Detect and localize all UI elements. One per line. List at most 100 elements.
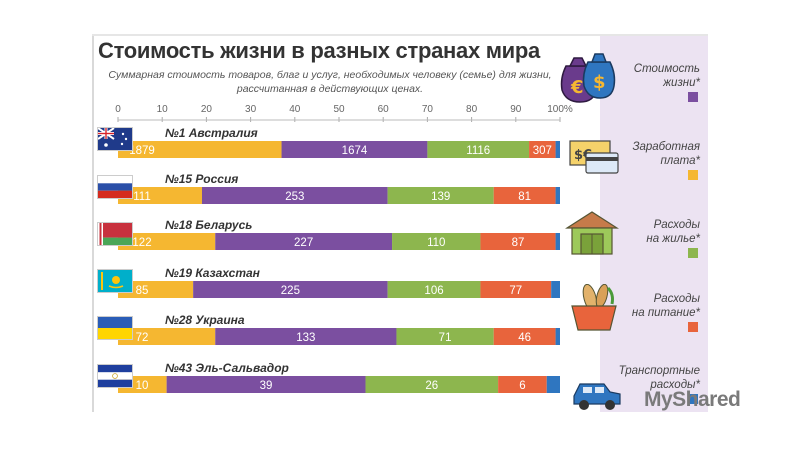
money-bags-icon: € $ <box>558 48 618 109</box>
groceries-icon <box>568 283 620 337</box>
bar-segment <box>215 328 397 345</box>
data-label: 307 <box>533 145 552 157</box>
belarus-flag-icon <box>97 222 133 246</box>
bar-segment <box>118 328 216 345</box>
bar-segment <box>555 141 560 158</box>
x-tick-label: 50 <box>333 104 345 115</box>
legend-swatch-cost-of-living <box>688 92 698 102</box>
data-label: 81 <box>518 191 531 203</box>
bar-segment <box>215 233 393 250</box>
subtitle-line-2: рассчитанная в действующих ценах. <box>236 83 424 95</box>
data-label: 39 <box>260 380 273 392</box>
house-icon <box>564 208 620 263</box>
bar-segment <box>555 328 560 345</box>
legend-label-transport: Транспортные расходы* <box>618 365 700 391</box>
data-label: 1879 <box>129 145 155 157</box>
bar-segment <box>118 187 202 204</box>
data-label: 6 <box>519 380 525 392</box>
x-tick-label: 0 <box>115 104 121 115</box>
bar-segment <box>118 141 282 158</box>
category-label: №1 Австралия <box>165 126 258 140</box>
chart-title: Стоимость жизни в разных странах мира <box>98 38 540 63</box>
data-label: 46 <box>518 332 531 344</box>
data-label: 26 <box>425 380 438 392</box>
ukraine-flag-icon <box>97 316 133 340</box>
bar-segment <box>427 141 530 158</box>
bar-segment <box>498 376 547 393</box>
x-tick-label: 80 <box>466 104 478 115</box>
legend-label-cost-of-living: Стоимость жизни* <box>633 63 700 89</box>
data-label: 225 <box>281 285 300 297</box>
data-label: 1674 <box>342 145 368 157</box>
chart-subtitle: Суммарная стоимость товаров, благ и услу… <box>100 68 560 96</box>
bar-segment <box>365 376 499 393</box>
x-tick-label: 60 <box>378 104 390 115</box>
bar-segment <box>493 187 556 204</box>
data-label: 85 <box>136 285 149 297</box>
category-label: №28 Украина <box>165 313 245 327</box>
x-tick-label: 70 <box>422 104 434 115</box>
data-label: 77 <box>509 285 522 297</box>
category-label: №43 Эль-Сальвадор <box>165 361 289 375</box>
watermark: MyShared <box>572 388 741 412</box>
card-border-left <box>92 34 94 412</box>
data-label: 122 <box>132 237 151 249</box>
legend-swatch-salary <box>688 170 698 180</box>
data-label: 1116 <box>466 145 490 157</box>
x-tick-label: 100% <box>547 104 573 115</box>
bar-segment <box>396 328 494 345</box>
svg-text:$: $ <box>593 72 606 93</box>
bar-segment <box>551 281 560 298</box>
subtitle-line-1: Суммарная стоимость товаров, благ и услу… <box>108 69 552 81</box>
data-label: 110 <box>427 237 445 249</box>
data-label: 253 <box>285 191 304 203</box>
data-label: 111 <box>133 191 150 203</box>
category-label: №18 Беларусь <box>165 218 252 232</box>
wallet-card-icon: $€ <box>568 137 620 180</box>
bar-segment <box>201 187 388 204</box>
bar-segment <box>493 328 556 345</box>
data-label: 227 <box>294 237 313 249</box>
bar-segment <box>387 281 481 298</box>
category-label: №15 Россия <box>165 172 238 186</box>
bar-segment <box>555 233 560 250</box>
bar-segment <box>546 376 560 393</box>
svg-text:€: € <box>570 77 584 98</box>
bar-segment <box>529 141 556 158</box>
bar-segment <box>193 281 388 298</box>
bar-segment <box>392 233 481 250</box>
data-label: 87 <box>512 237 525 249</box>
legend-swatch-transport <box>688 394 698 404</box>
bar-segment <box>555 187 560 204</box>
bar-segment <box>118 281 194 298</box>
x-tick-label: 10 <box>157 104 169 115</box>
category-label: №19 Казахстан <box>165 266 261 280</box>
russia-flag-icon <box>97 175 133 199</box>
bar-segment <box>387 187 494 204</box>
data-label: 72 <box>136 332 149 344</box>
card-border-top <box>92 34 708 36</box>
x-tick-label: 30 <box>245 104 257 115</box>
bar-segment <box>281 141 428 158</box>
legend-swatch-food <box>688 322 698 332</box>
x-tick-label: 90 <box>510 104 522 115</box>
legend-label-food: Расходы на питание* <box>631 293 700 319</box>
legend-label-housing: Расходы на жилье* <box>646 219 700 245</box>
legend-label-salary: Заработная плата* <box>632 141 700 167</box>
bar-segment <box>480 281 552 298</box>
data-label: 106 <box>424 285 443 297</box>
el-salvador-flag-icon <box>97 364 133 388</box>
x-tick-label: 20 <box>201 104 213 115</box>
bar-segment <box>118 233 216 250</box>
legend-swatch-housing <box>688 248 698 258</box>
kazakhstan-flag-icon <box>97 269 133 293</box>
car-icon <box>570 376 624 417</box>
data-label: 133 <box>296 332 315 344</box>
data-label: 10 <box>136 380 149 392</box>
bar-segment <box>166 376 366 393</box>
data-label: 71 <box>439 332 452 344</box>
watermark-text: MyShared <box>644 388 741 411</box>
x-tick-label: 40 <box>289 104 301 115</box>
australia-flag-icon <box>97 127 133 151</box>
